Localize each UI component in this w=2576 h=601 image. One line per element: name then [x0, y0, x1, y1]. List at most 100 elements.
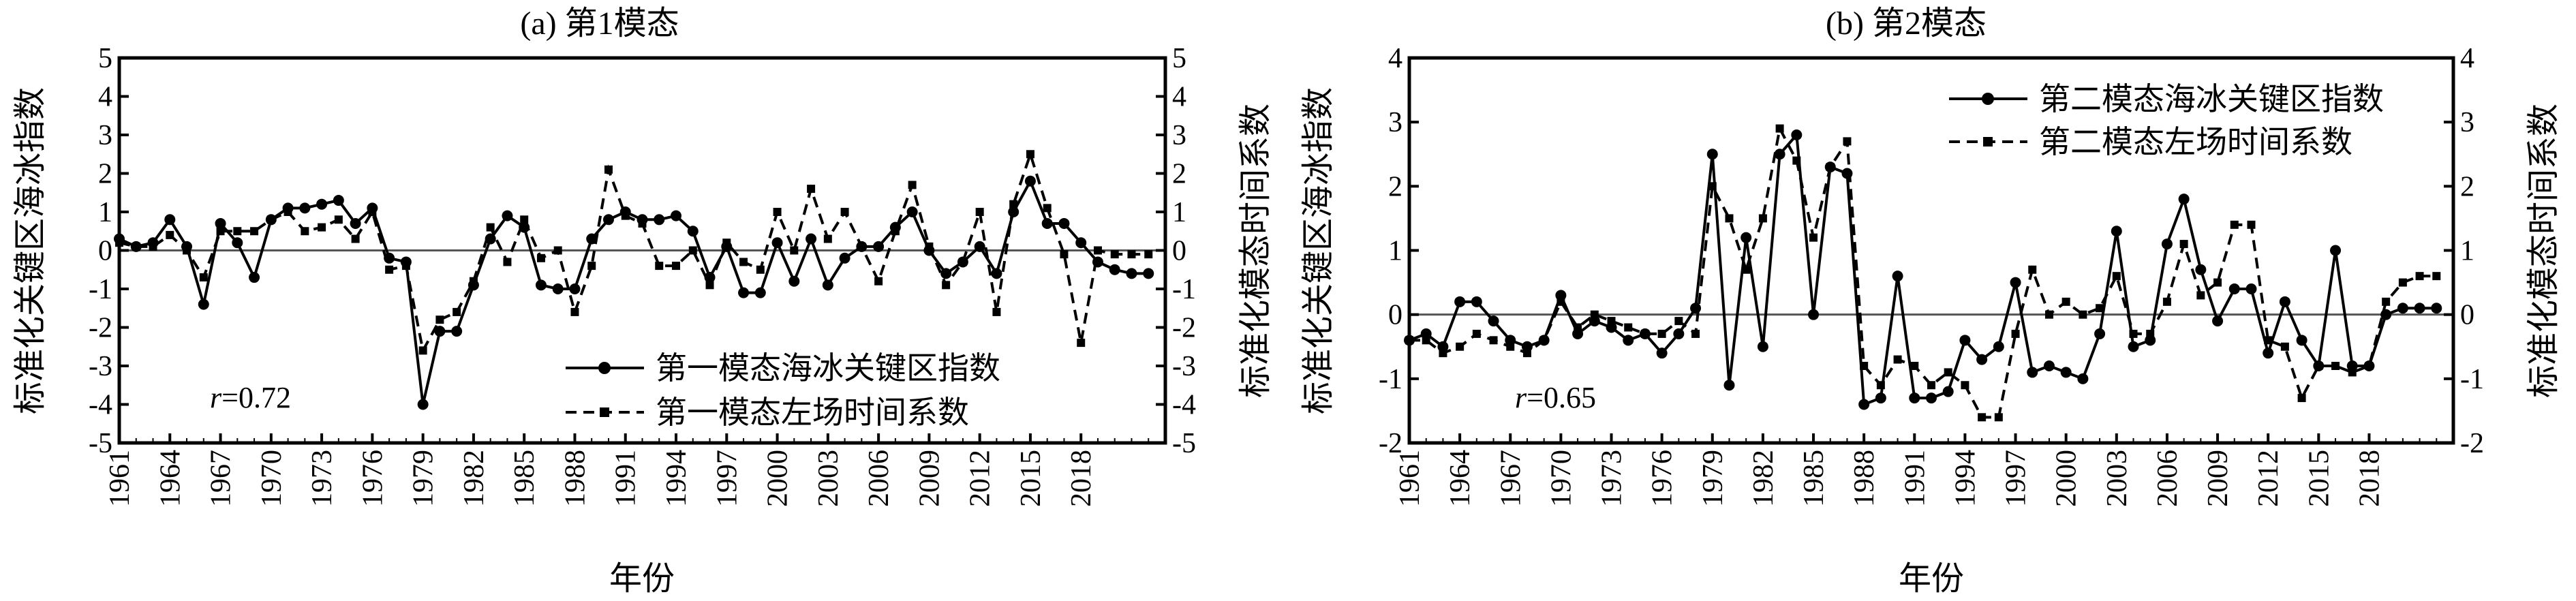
panel-a-x-tick-label: 2009 [914, 450, 945, 507]
panel-a-series-2-point [874, 277, 883, 286]
panel-a-series-1-point [788, 275, 800, 287]
panel-b-x-tick-label: 1961 [1394, 450, 1426, 507]
panel-b-right-y-axis-title: 标准化模态时间系数 [2526, 104, 2562, 398]
panel-b-series-2-point [2079, 310, 2087, 319]
panel-b-series-2-point [2432, 272, 2441, 281]
panel-b-series-2-point [2230, 220, 2239, 229]
panel-b-series-1-point [2228, 283, 2240, 294]
panel-b-series-2-point [2382, 297, 2391, 306]
panel-a-right-y-tick-label: -4 [1172, 390, 1196, 421]
panel-a-series-1-point [839, 252, 850, 264]
panel-b-series-2-point [1860, 362, 1869, 370]
panel-b-series-1-point [1774, 149, 1785, 160]
panel-b-series-2-point [1944, 368, 1952, 377]
panel-a-series-1-point [671, 210, 682, 221]
panel-b-series-2-point [1574, 323, 1582, 332]
panel-a-series-1-point [906, 206, 918, 217]
panel-a-series-2-point [401, 262, 410, 271]
panel-b-legend: 第二模态海冰关键区指数 第二模态左场时间系数 [1949, 82, 2384, 159]
panel-b-series-1-point [1757, 341, 1768, 352]
panel-b-x-tick-label: 2015 [2303, 450, 2335, 507]
panel-b-series-1-point [2178, 194, 2190, 205]
panel-b-r-value: =0.65 [1527, 381, 1596, 414]
panel-b-series-1-point [2094, 328, 2106, 339]
panel-b-r-symbol: r [1515, 381, 1527, 414]
panel-a-series-2-point [132, 242, 140, 251]
panel-b-series-1-point [2077, 373, 2089, 384]
panel-a-series-2-point [166, 230, 174, 239]
panel-a-right-y-axis-title: 标准化模态时间系数 [1238, 104, 1274, 398]
panel-a-series-1-point [974, 241, 985, 252]
panel-b-series-2-point [1439, 349, 1447, 358]
panel-a-series-2-point [199, 273, 208, 282]
panel-b-series-1-point [1808, 309, 1820, 320]
panel-a-right-y-tick-label: 1 [1172, 197, 1186, 228]
panel-a-left-y-tick-label: 3 [98, 120, 112, 151]
panel-a-series-2-point [1009, 200, 1018, 209]
panel-a-series-2-point [604, 165, 613, 174]
panel-a-right-y-tick-label: 2 [1172, 159, 1186, 190]
panel-a-x-tick-label: 1985 [509, 450, 540, 507]
panel-b-x-tick-label: 1976 [1647, 450, 1678, 507]
panel-a-series-2-point [891, 227, 900, 236]
panel-a-legend: 第一模态海冰关键区指数 第一模态左场时间系数 [566, 351, 1000, 430]
panel-a-series-1-point [940, 268, 952, 279]
panel-a-series-2-point [115, 238, 123, 247]
panel-b-left-y-tick-label: -1 [1379, 364, 1402, 395]
panel-a-series-1-point [164, 214, 176, 226]
panel-b-series-1-point [2212, 315, 2224, 327]
panel-b-series-1-point [1454, 296, 1466, 307]
panel-a-left-y-tick-label: 0 [98, 236, 112, 267]
panel-b-series-2-point [1422, 336, 1430, 345]
panel-a-title: (a) 第1模态 [520, 5, 679, 42]
panel-b-series-2-point [2331, 362, 2340, 370]
panel-b-series-2-point [1742, 265, 1751, 274]
panel-a-x-tick-label: 1970 [256, 450, 288, 507]
panel-b-series-2-point [2297, 394, 2306, 403]
panel-b-x-tick-label: 2009 [2203, 450, 2234, 507]
panel-b-series-2-point [2044, 310, 2053, 319]
panel-a-correlation-label: r=0.72 [210, 381, 291, 414]
panel-b-series-1-point [1858, 399, 1870, 410]
panel-a-left-y-tick-label: -2 [89, 313, 112, 344]
panel-a-series-2-point [908, 181, 917, 189]
panel-b-series-1-point [2330, 245, 2342, 256]
panel-b-series-1-point [2263, 348, 2274, 359]
panel-a-series-1-point [687, 226, 699, 237]
panel-a-series-1-point [535, 279, 547, 291]
panel-a-series-2-point [790, 246, 799, 255]
panel-b-x-tick-label: 2006 [2152, 450, 2183, 507]
panel-a-series-1-point [1075, 237, 1087, 249]
panel-a-x-tick-label: 1964 [155, 450, 186, 507]
panel-b-series-2-point [1640, 329, 1649, 338]
panel-a-right-y-tick-label: -1 [1172, 274, 1196, 305]
panel-a-series-2-point [469, 277, 478, 286]
panel-a-left-y-axis-title: 标准化关键区海冰指数 [12, 87, 48, 414]
panel-a-series-1-point [350, 217, 361, 229]
panel-b-series-1-point [2245, 283, 2257, 294]
panel-a-right-y-tick-label: -5 [1172, 428, 1196, 459]
panel-b-right-y-tick-label: -1 [2460, 364, 2484, 395]
panel-b-series-2-point [1809, 233, 1818, 242]
panel-a-series-2-point [857, 242, 866, 251]
panel-a-series-1-point [1143, 268, 1154, 279]
panel-b-series-1-point [1976, 354, 1988, 365]
panel-b-series-1-point [1488, 315, 1499, 327]
panel-a-series-2-point [975, 208, 984, 216]
panel-b-series-2-point [1472, 329, 1481, 338]
panel-a-series-2-point [418, 346, 427, 355]
panel-b-series-1-point [2010, 277, 2021, 288]
panel-a-series-1-point [569, 283, 581, 294]
panel-b-series-1-point [2111, 226, 2122, 237]
panel-a-series-group [114, 149, 1154, 410]
panel-b-series-2-point [2129, 329, 2138, 338]
panel-b-series-2-point [1506, 342, 1515, 351]
panel-a-series-1-point [316, 198, 328, 210]
panel-a-left-y-tick-label: 5 [98, 43, 112, 74]
panel-a-right-y-tick-label: 5 [1172, 43, 1186, 74]
panel-b-series-1-point [2043, 360, 2055, 371]
panel-b-x-tick-label: 2000 [2051, 450, 2083, 507]
panel-b-series-2-point [1674, 317, 1683, 326]
panel-a-series-2-point [705, 281, 714, 290]
